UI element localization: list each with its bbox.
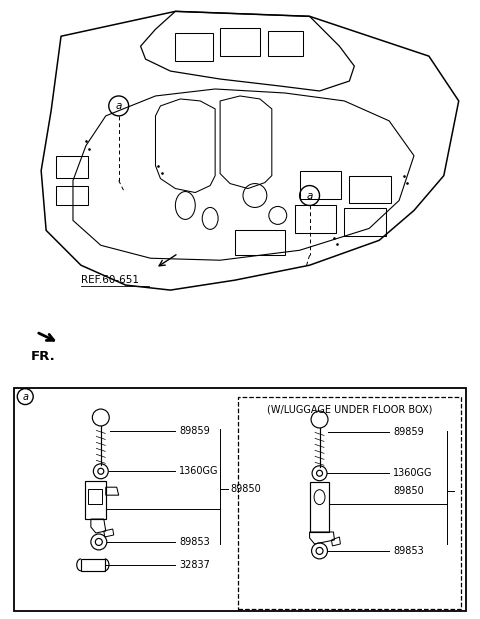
Text: a: a	[306, 191, 313, 201]
Text: a: a	[22, 392, 28, 402]
Text: 89859: 89859	[180, 426, 210, 436]
Text: REF.60-651: REF.60-651	[81, 275, 139, 285]
Text: 32837: 32837	[180, 560, 210, 570]
Text: 89850: 89850	[393, 486, 424, 496]
Text: 1360GG: 1360GG	[180, 466, 219, 476]
Circle shape	[17, 389, 33, 405]
Text: FR.: FR.	[31, 350, 56, 363]
Text: 89850: 89850	[230, 484, 261, 494]
Text: (W/LUGGAGE UNDER FLOOR BOX): (W/LUGGAGE UNDER FLOOR BOX)	[267, 405, 432, 415]
Text: 89853: 89853	[393, 546, 424, 556]
Text: a: a	[116, 101, 122, 111]
Text: 89859: 89859	[393, 428, 424, 438]
Text: 1360GG: 1360GG	[393, 468, 432, 478]
Text: 89853: 89853	[180, 537, 210, 547]
